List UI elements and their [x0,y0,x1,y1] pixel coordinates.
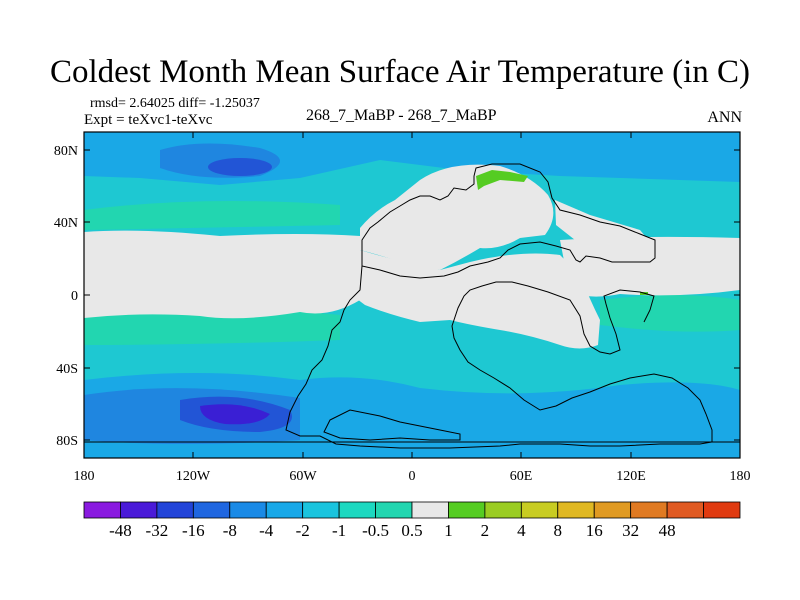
tropical-strip-east [600,295,740,332]
y-tick-label: 40S [56,362,78,377]
colorbar-label: 16 [586,521,603,540]
north-continent-outline [361,163,656,279]
colorbar-label: 48 [659,521,676,540]
colorbar-label: -2 [296,521,310,540]
colorbar-swatch [593,501,632,519]
colorbar-swatch [484,501,522,519]
colorbar-swatch [192,501,231,519]
colorbar-label: 32 [622,521,639,540]
x-tick-label: 60W [289,469,317,484]
colorbar-label: -0.5 [362,521,389,540]
y-tick-label: 40N [54,216,78,231]
colorbar-swatch [265,501,304,519]
colorbar-label: 2 [481,521,490,540]
colorbar-swatch [448,501,486,519]
colorbar-swatch [338,501,376,519]
colorbar-label: 8 [554,521,563,540]
chart-title: Coldest Month Mean Surface Air Temperatu… [50,54,750,90]
colorbar-swatch [557,501,595,519]
map-plot [84,132,740,458]
colorbar-swatch [302,501,340,519]
warm-anomaly-patch [476,170,528,190]
colorbar-swatch [411,501,449,519]
colorbar-label: -1 [332,521,346,540]
season-label: ANN [707,109,742,126]
neutral-continent-center [345,250,600,349]
stats-line: rmsd= 2.64025 diff= -1.25037 [90,96,260,111]
tropical-strip-north [84,201,340,230]
colorbar: -48 -32 -16 -8 -4 -2 -1 -0.5 0.5 1 2 4 8 16 32 48 [83,501,741,540]
y-tick-label: 80S [56,434,78,449]
x-tick-label: 0 [409,469,416,484]
colorbar-label: -4 [259,521,274,540]
x-tick-label: 120W [176,469,211,484]
colorbar-swatch [120,501,158,519]
colorbar-swatch [630,501,668,519]
neutral-equatorial-west [84,230,360,319]
colorbar-label: 1 [444,521,453,540]
colorbar-swatch [83,501,121,519]
axis-ticks [83,132,741,458]
colorbar-label: -48 [109,521,132,540]
colorbar-label: -32 [146,521,169,540]
colorbar-label: 0.5 [401,521,422,540]
x-tick-label: 180 [730,469,751,484]
polar-continent-outline [323,409,461,441]
tropical-strip-south [84,308,340,345]
colorbar-label: -8 [223,521,237,540]
colorbar-swatch [156,501,194,519]
south-east-band [420,410,740,458]
colorbar-label: 4 [517,521,526,540]
x-tick-label: 60E [510,469,533,484]
colorbar-swatch [666,501,704,519]
y-tick-label: 0 [71,289,78,304]
colorbar-swatch [229,501,267,519]
center-subtitle: 268_7_MaBP - 268_7_MaBP [306,107,497,124]
experiment-line: Expt = teXvc1-teXvc [84,112,213,128]
x-tick-label: 180 [74,469,95,484]
colorbar-swatch [703,501,741,519]
x-tick-label: 120E [616,469,646,484]
y-tick-label: 80N [54,144,78,159]
north-deep-core [208,158,272,176]
colorbar-label: -16 [182,521,205,540]
colorbar-swatch [375,501,413,519]
south-coldest-core [200,404,270,425]
neutral-north-continent [360,164,554,270]
colorbar-swatch [520,501,559,519]
south-continent-outline [285,265,713,449]
